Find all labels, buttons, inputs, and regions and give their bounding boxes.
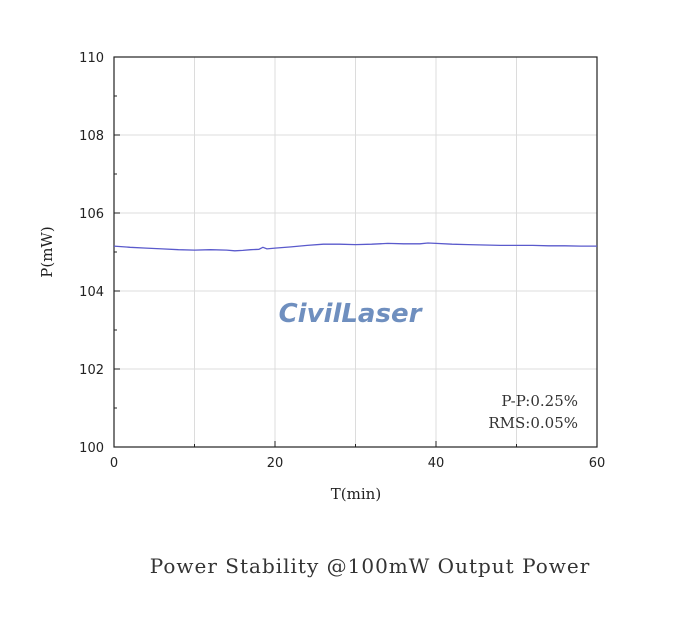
- annotation-pp: P-P:0.25%: [501, 392, 578, 410]
- y-tick-label: 100: [79, 441, 104, 456]
- series-layer: [113, 242, 597, 252]
- power-series-line: [113, 242, 597, 252]
- grid-lines: [114, 57, 597, 447]
- x-tick-label: 0: [110, 456, 118, 471]
- y-tick-label: 110: [79, 51, 104, 66]
- y-tick-label: 102: [79, 363, 104, 378]
- x-tick-label: 40: [428, 456, 445, 471]
- y-tick-label: 104: [79, 285, 104, 300]
- annotation-rms: RMS:0.05%: [488, 414, 578, 432]
- y-tick-label: 108: [79, 129, 104, 144]
- chart-caption: Power Stability @100mW Output Power: [150, 554, 591, 578]
- x-tick-label: 20: [267, 456, 284, 471]
- logo-watermark: CivilLaser: [279, 299, 424, 329]
- y-tick-label: 106: [79, 207, 104, 222]
- x-axis-title: T(min): [331, 485, 381, 503]
- axis-ticks: 0 20 40 60 100 102 104 106 108 110: [79, 51, 605, 471]
- x-tick-label: 60: [589, 456, 606, 471]
- y-axis-title: P(mW): [38, 226, 56, 277]
